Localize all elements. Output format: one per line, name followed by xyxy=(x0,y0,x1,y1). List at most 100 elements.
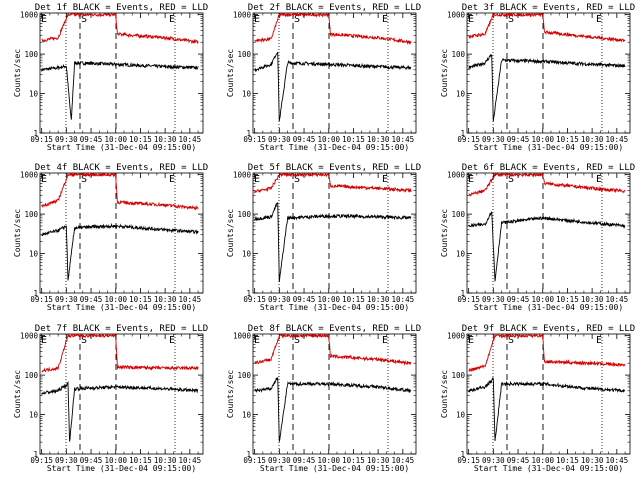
eclipse-marker-label: E xyxy=(41,14,47,25)
x-tick-label: 09:15 xyxy=(30,456,53,465)
y-tick-label: 100 xyxy=(451,210,465,219)
chart-panel-9: Det 9f BLACK = Events, RED = LLD 1 10 100 10… xyxy=(440,324,635,473)
y-tick-label: 100 xyxy=(237,50,251,59)
x-tick-label: 09:15 xyxy=(457,135,480,144)
y-tick-label: 100 xyxy=(237,210,251,219)
y-tick-label: 1000 xyxy=(20,11,39,20)
x-tick-label: 09:45 xyxy=(80,295,103,304)
series-line-lld xyxy=(41,12,199,45)
plot-frame xyxy=(252,172,417,294)
series-line-lld xyxy=(468,12,626,43)
x-tick-label: 09:15 xyxy=(243,135,266,144)
x-tick-label: 09:30 xyxy=(268,295,291,304)
saa-marker-label: S xyxy=(508,174,514,185)
eclipse-marker-label: E xyxy=(254,174,260,185)
y-tick-label: 10 xyxy=(456,250,466,259)
series-line-events xyxy=(254,202,412,283)
series-line-events xyxy=(254,376,412,442)
y-axis-title: Counts/sec xyxy=(440,370,449,418)
y-tick-label: 100 xyxy=(237,371,251,380)
x-tick-label: 10:30 xyxy=(581,295,604,304)
y-axis-title: Counts/sec xyxy=(440,49,449,97)
eclipse-marker-label: E xyxy=(468,174,474,185)
x-tick-label: 10:15 xyxy=(342,295,365,304)
saa-marker-label: S xyxy=(508,335,514,346)
series-line-lld xyxy=(254,333,412,366)
chart-panel-1: Det 1f BLACK = Events, RED = LLD 1 10 100 10… xyxy=(13,3,208,152)
x-tick-label: 10:00 xyxy=(317,135,340,144)
y-tick-label: 10 xyxy=(29,250,39,259)
y-axis-title: Counts/sec xyxy=(13,209,22,257)
panel-title: Det 8f BLACK = Events, RED = LLD xyxy=(248,324,421,334)
y-axis-title: Counts/sec xyxy=(13,370,22,418)
chart-panel-3: Det 3f BLACK = Events, RED = LLD 1 10 100 10… xyxy=(440,3,635,152)
chart-panel-6: Det 6f BLACK = Events, RED = LLD 1 10 100 10… xyxy=(440,163,635,312)
saa-marker-label: S xyxy=(508,14,514,25)
x-tick-label: 10:15 xyxy=(556,456,579,465)
x-tick-label: 10:15 xyxy=(129,135,152,144)
eclipse-marker-label: E xyxy=(169,335,175,346)
chart-panel-5: Det 5f BLACK = Events, RED = LLD 1 10 100 10… xyxy=(226,163,421,312)
y-tick-label: 1 xyxy=(246,129,251,138)
y-tick-label: 1 xyxy=(246,450,251,459)
eclipse-marker-label: E xyxy=(596,335,602,346)
x-tick-label: 10:00 xyxy=(104,295,127,304)
x-tick-label: 09:30 xyxy=(55,295,78,304)
x-axis-title: Start Time (31-Dec-04 09:15:00) xyxy=(47,303,196,312)
x-tick-label: 10:45 xyxy=(606,135,629,144)
x-tick-label: 10:00 xyxy=(531,456,554,465)
y-axis-title: Counts/sec xyxy=(226,209,235,257)
x-tick-label: 09:30 xyxy=(482,456,505,465)
x-axis-title: Start Time (31-Dec-04 09:15:00) xyxy=(474,464,623,473)
x-tick-label: 10:15 xyxy=(556,295,579,304)
x-tick-label: 10:30 xyxy=(581,456,604,465)
saa-marker-label: S xyxy=(294,335,300,346)
y-tick-label: 1000 xyxy=(233,11,252,20)
y-tick-label: 10 xyxy=(242,411,252,420)
eclipse-marker-label: E xyxy=(596,174,602,185)
x-axis-title: Start Time (31-Dec-04 09:15:00) xyxy=(47,464,196,473)
series-line-lld xyxy=(41,172,199,211)
x-tick-label: 09:45 xyxy=(507,456,530,465)
plot-frame xyxy=(39,172,204,294)
series-line-lld xyxy=(468,172,626,197)
x-tick-label: 10:00 xyxy=(317,456,340,465)
y-axis-title: Counts/sec xyxy=(13,49,22,97)
x-tick-label: 10:30 xyxy=(367,456,390,465)
y-tick-label: 10 xyxy=(456,411,466,420)
series-line-events xyxy=(468,53,626,122)
x-tick-label: 10:00 xyxy=(104,135,127,144)
y-tick-label: 1000 xyxy=(233,171,252,180)
x-tick-label: 10:15 xyxy=(342,456,365,465)
x-tick-label: 09:45 xyxy=(80,456,103,465)
eclipse-marker-label: E xyxy=(596,14,602,25)
x-tick-label: 10:30 xyxy=(581,135,604,144)
y-tick-label: 10 xyxy=(29,90,39,99)
x-tick-label: 10:00 xyxy=(317,295,340,304)
series-line-lld xyxy=(41,333,199,373)
plot-frame xyxy=(39,333,204,455)
x-axis-title: Start Time (31-Dec-04 09:15:00) xyxy=(474,143,623,152)
eclipse-marker-label: E xyxy=(382,14,388,25)
x-tick-label: 09:45 xyxy=(293,135,316,144)
y-tick-label: 10 xyxy=(456,90,466,99)
x-tick-label: 10:30 xyxy=(367,295,390,304)
eclipse-marker-label: E xyxy=(254,14,260,25)
eclipse-marker-label: E xyxy=(382,335,388,346)
x-tick-label: 09:15 xyxy=(243,456,266,465)
panel-title: Det 3f BLACK = Events, RED = LLD xyxy=(462,3,635,13)
x-tick-label: 09:45 xyxy=(507,295,530,304)
y-tick-label: 1 xyxy=(33,450,38,459)
y-tick-label: 1000 xyxy=(447,332,466,341)
y-tick-label: 1000 xyxy=(447,11,466,20)
series-line-events xyxy=(468,211,626,282)
panel-title: Det 6f BLACK = Events, RED = LLD xyxy=(462,163,635,173)
eclipse-marker-label: E xyxy=(41,335,47,346)
x-tick-label: 10:30 xyxy=(154,456,177,465)
y-tick-label: 10 xyxy=(29,411,39,420)
saa-marker-label: S xyxy=(294,174,300,185)
x-tick-label: 10:30 xyxy=(154,135,177,144)
series-line-events xyxy=(41,222,199,281)
saa-marker-label: S xyxy=(81,174,87,185)
chart-panel-2: Det 2f BLACK = Events, RED = LLD 1 10 100 10… xyxy=(226,3,421,152)
